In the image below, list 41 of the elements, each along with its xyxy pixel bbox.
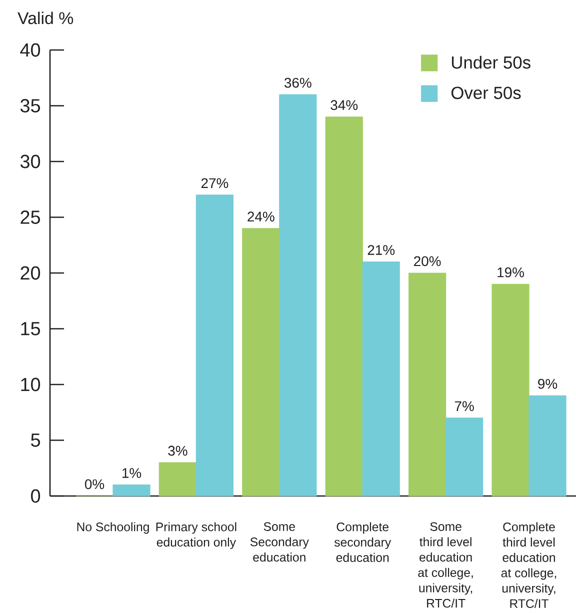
- data-label: 1%: [122, 468, 142, 478]
- data-label: 0%: [84, 479, 104, 490]
- x-tick-label: Complete third level education at college, university, RTC/IT: [501, 522, 556, 608]
- x-tick-label: Some Secondary education: [250, 522, 309, 562]
- x-tick-label: Primary school education only: [156, 522, 236, 550]
- y-axis-title: Valid %: [18, 12, 74, 24]
- bar: [242, 228, 280, 496]
- bar: [158, 462, 197, 496]
- data-label: 19%: [498, 267, 524, 278]
- bar: [112, 484, 150, 496]
- y-tick-label: 0: [31, 489, 40, 503]
- y-tick-label: 15: [21, 322, 40, 336]
- data-label: 3%: [168, 446, 188, 456]
- y-tick-label: 40: [20, 43, 40, 57]
- bar: [325, 116, 363, 496]
- data-label: 24%: [248, 212, 274, 222]
- y-tick-label: 20: [20, 266, 40, 280]
- y-tick-label: 25: [20, 210, 40, 224]
- data-label: 21%: [368, 245, 395, 255]
- y-tick-label: 35: [20, 99, 40, 112]
- data-label: 7%: [454, 401, 474, 412]
- legend-label: Under 50s: [452, 56, 530, 69]
- data-label: 36%: [284, 78, 312, 88]
- y-tick-label: 5: [31, 434, 40, 447]
- y-tick-label: 10: [21, 378, 40, 392]
- bar: [528, 395, 566, 496]
- bar: [408, 272, 446, 496]
- bar: [446, 418, 484, 496]
- legend-label: Over 50s: [451, 86, 521, 100]
- x-tick-label: Complete secondary education: [334, 522, 392, 562]
- x-tick-label: Some third level education at college, university, RTC/IT: [418, 522, 473, 608]
- y-tick-label: 30: [20, 154, 40, 168]
- bar: [196, 194, 234, 496]
- data-label: 27%: [201, 178, 228, 188]
- bar: [279, 94, 317, 496]
- data-label: 34%: [330, 100, 358, 110]
- bar: [362, 262, 400, 496]
- data-label: 20%: [414, 256, 441, 266]
- bar: [492, 284, 530, 496]
- data-label: 9%: [538, 378, 558, 389]
- x-tick-label: No Schooling: [77, 522, 149, 534]
